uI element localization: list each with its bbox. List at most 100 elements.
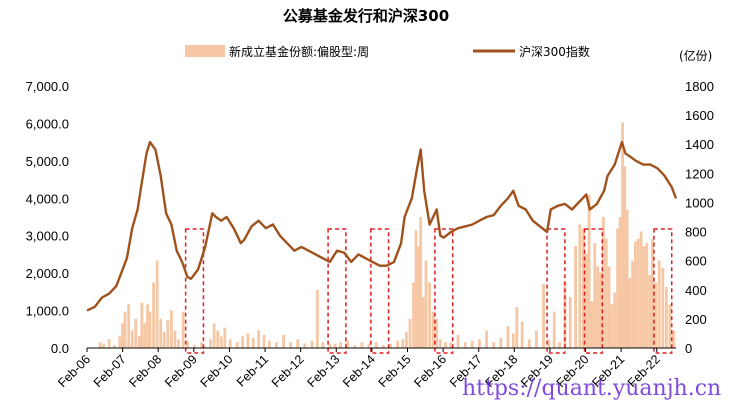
bar — [381, 345, 385, 348]
x-tick-label: Feb-10 — [198, 352, 236, 390]
bar — [499, 337, 503, 348]
bar — [424, 260, 428, 348]
x-tick-label: Feb-14 — [340, 352, 378, 390]
highlight-box — [434, 228, 454, 354]
bar — [463, 342, 467, 348]
x-tick-label: Feb-16 — [411, 352, 449, 390]
bar — [405, 331, 408, 348]
bar — [593, 243, 597, 348]
bar — [193, 345, 196, 348]
bar — [235, 342, 239, 348]
bar — [672, 330, 675, 348]
bar — [444, 342, 447, 348]
bar — [515, 307, 519, 348]
bar — [181, 311, 185, 348]
bar — [328, 343, 332, 348]
bar — [113, 345, 116, 348]
highlight-box — [184, 228, 205, 354]
bar — [645, 243, 649, 348]
bar — [661, 267, 665, 348]
right-tick-label: 400 — [685, 283, 707, 298]
bar — [257, 330, 261, 348]
right-axis-unit: (亿份) — [679, 48, 712, 63]
bar — [275, 342, 278, 348]
bar — [339, 342, 342, 348]
bar — [668, 304, 672, 348]
bar — [552, 311, 556, 348]
bar — [216, 330, 220, 348]
bar — [456, 334, 460, 348]
bar — [590, 301, 594, 348]
bar — [607, 266, 611, 348]
right-tick-label: 0 — [685, 341, 692, 356]
bar — [203, 346, 207, 348]
bar — [310, 340, 314, 348]
bar — [582, 228, 585, 348]
bar — [223, 327, 227, 348]
right-tick-label: 800 — [685, 225, 707, 240]
bar — [408, 318, 412, 348]
bar — [102, 343, 106, 348]
bar — [169, 310, 173, 348]
bar — [246, 333, 250, 348]
bar — [654, 282, 658, 348]
bar — [374, 342, 378, 348]
legend-swatch-bars — [185, 45, 225, 57]
bar — [485, 330, 488, 348]
bar — [282, 334, 285, 348]
x-tick-label: Feb-07 — [91, 352, 129, 390]
x-tick-label: Feb-15 — [376, 352, 414, 390]
bar — [568, 297, 572, 348]
left-tick-label: 7,000.0 — [26, 79, 69, 94]
bar — [625, 209, 629, 348]
bar — [511, 333, 515, 348]
line-series-hs300 — [86, 140, 678, 312]
bar — [631, 260, 634, 348]
right-tick-label: 1600 — [685, 108, 714, 123]
bar — [396, 340, 399, 348]
highlight-box — [653, 228, 673, 354]
legend-label-line: 沪深300指数 — [519, 44, 590, 59]
x-tick-label: Feb-11 — [234, 352, 271, 389]
bar — [610, 304, 614, 348]
legend-label-bars: 新成立基金份额:偏股型:周 — [229, 44, 369, 59]
left-axis: 0.0 1,000.0 2,000.0 3,000.0 4,000.0 5,000.0 6,… — [26, 79, 69, 356]
bar — [251, 337, 255, 348]
bar — [648, 275, 652, 348]
bar — [333, 343, 337, 348]
bar — [289, 342, 293, 348]
bar — [107, 339, 111, 348]
bar — [321, 342, 325, 348]
bar — [639, 231, 643, 348]
right-tick-label: 1400 — [685, 137, 714, 152]
bar — [438, 339, 442, 348]
highlight-box — [583, 228, 604, 354]
right-tick-label: 600 — [685, 254, 707, 269]
bar — [146, 304, 149, 348]
left-tick-label: 2,000.0 — [26, 266, 69, 281]
bar — [389, 343, 392, 348]
bar — [535, 330, 538, 348]
bar — [431, 311, 435, 348]
bar — [421, 297, 425, 348]
left-tick-label: 4,000.0 — [26, 191, 69, 206]
bar — [618, 217, 622, 348]
bar — [228, 339, 232, 348]
bar — [166, 320, 170, 348]
bar — [212, 323, 216, 348]
bar — [209, 339, 212, 348]
bar — [130, 330, 134, 348]
bar — [604, 238, 608, 348]
bar — [401, 339, 405, 348]
bar — [123, 311, 127, 348]
bar — [578, 224, 582, 348]
left-tick-label: 1,000.0 — [26, 304, 69, 319]
x-tick-label: Feb-08 — [126, 352, 164, 390]
bar — [134, 318, 138, 348]
bar — [140, 302, 144, 348]
bar — [143, 323, 147, 348]
highlight-boxes — [184, 228, 673, 354]
bar — [316, 289, 319, 348]
bar — [613, 292, 617, 348]
